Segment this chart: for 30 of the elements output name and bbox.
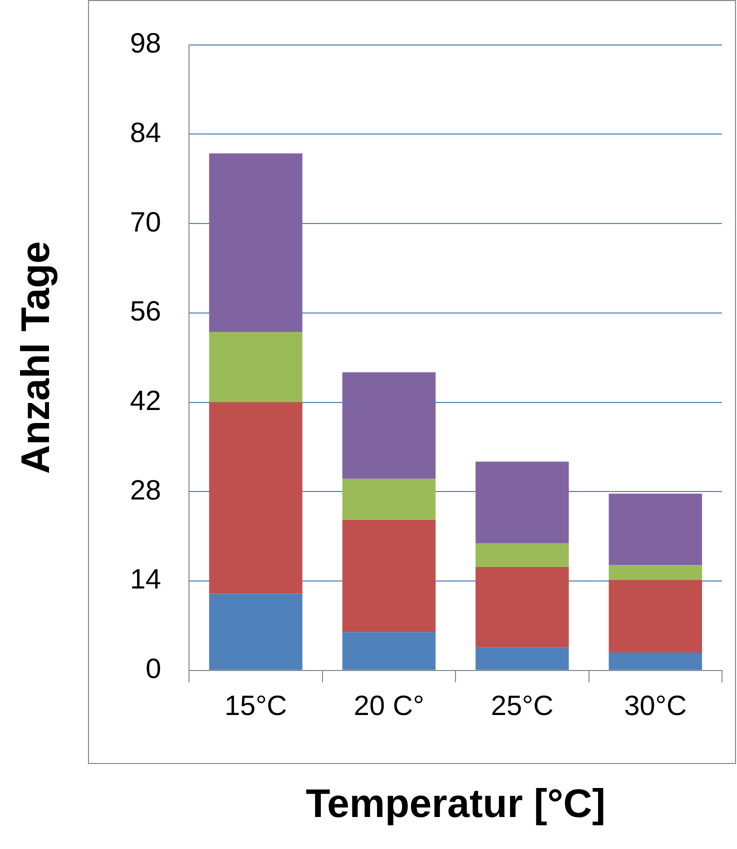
- y-tick-label: 14: [130, 564, 162, 595]
- y-tick-label: 84: [130, 116, 162, 148]
- y-tick-label: 98: [130, 28, 162, 59]
- bar: [608, 652, 702, 670]
- bar: [608, 580, 702, 653]
- bar: [209, 332, 302, 402]
- bar: [342, 478, 436, 520]
- y-tick-label: 42: [130, 385, 162, 416]
- y-axis-title: Anzahl Tage: [14, 241, 58, 474]
- y-tick-label: 56: [130, 296, 162, 327]
- bar: [209, 402, 302, 594]
- x-tick-label: 15°C: [224, 690, 288, 721]
- bar: [608, 494, 702, 566]
- y-tick-label: 70: [130, 206, 162, 238]
- bar: [209, 594, 302, 670]
- x-axis-title: Temperatur [°C]: [306, 782, 606, 826]
- bar: [342, 372, 436, 479]
- x-tick-label: 25°C: [490, 690, 554, 721]
- bar: [209, 153, 302, 332]
- bar: [476, 647, 569, 670]
- x-tick-label: 30°C: [624, 690, 687, 721]
- bar: [476, 462, 569, 544]
- bar: [476, 566, 569, 648]
- bar: [476, 543, 569, 567]
- y-tick-label: 0: [146, 653, 162, 684]
- bar: [608, 565, 702, 580]
- x-tick-label: 20 C°: [354, 690, 424, 721]
- y-tick-label: 28: [130, 474, 162, 506]
- bar: [342, 632, 436, 670]
- bar: [342, 520, 436, 632]
